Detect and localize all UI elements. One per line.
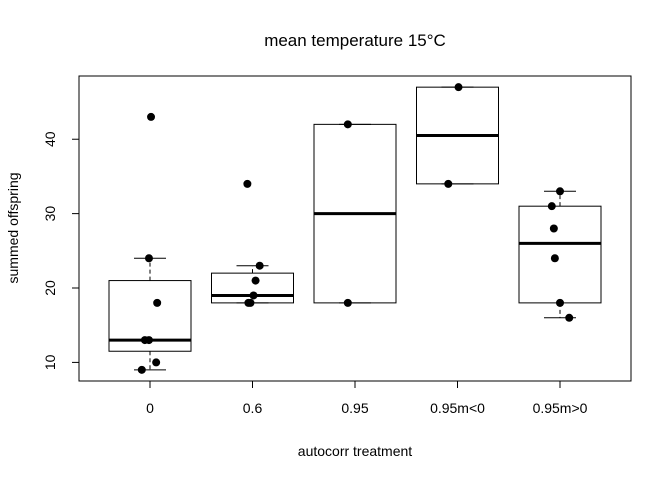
data-point [251,276,260,285]
box-2 [313,123,397,304]
data-point [454,83,463,92]
y-axis-label: summed offspring [5,172,21,283]
data-point [147,112,156,121]
y-tick-label: 30 [42,206,58,222]
data-point [556,298,564,307]
x-tick-label: 0.6 [243,400,263,416]
data-point [556,187,564,196]
box-iqr [108,280,192,352]
data-point [550,254,559,263]
data-point [152,358,161,367]
boxes-layer [108,86,602,371]
y-tick-label: 20 [42,280,58,296]
box-0 [108,257,192,371]
box-3 [416,86,499,185]
data-point [343,298,352,307]
x-tick-label: 0.95 [341,400,368,416]
x-tick-label: 0 [146,400,154,416]
data-point [547,202,556,211]
x-tick-label: 0.95m>0 [533,400,588,416]
chart-title: mean temperature 15°C [264,31,446,50]
y-tick-label: 10 [42,354,58,370]
data-point [153,298,162,307]
box-4 [518,190,602,319]
data-point [137,365,146,374]
x-axis: 0 0.6 0.95 0.95m<0 0.95m>0 [146,380,588,416]
data-point [144,336,153,345]
data-point [243,179,252,188]
data-point [144,254,153,263]
data-point [549,224,558,233]
plot-frame [78,75,632,382]
data-point [246,298,255,307]
y-tick-label: 40 [42,131,58,147]
points-layer [137,83,574,374]
y-axis: 10 20 30 40 [42,131,80,370]
x-axis-label: autocorr treatment [298,443,412,459]
data-point [444,179,453,188]
data-point [565,313,574,322]
data-point [343,120,352,129]
data-point [255,261,264,270]
x-tick-label: 0.95m<0 [430,400,485,416]
box-iqr [518,205,602,304]
data-point [249,291,258,300]
